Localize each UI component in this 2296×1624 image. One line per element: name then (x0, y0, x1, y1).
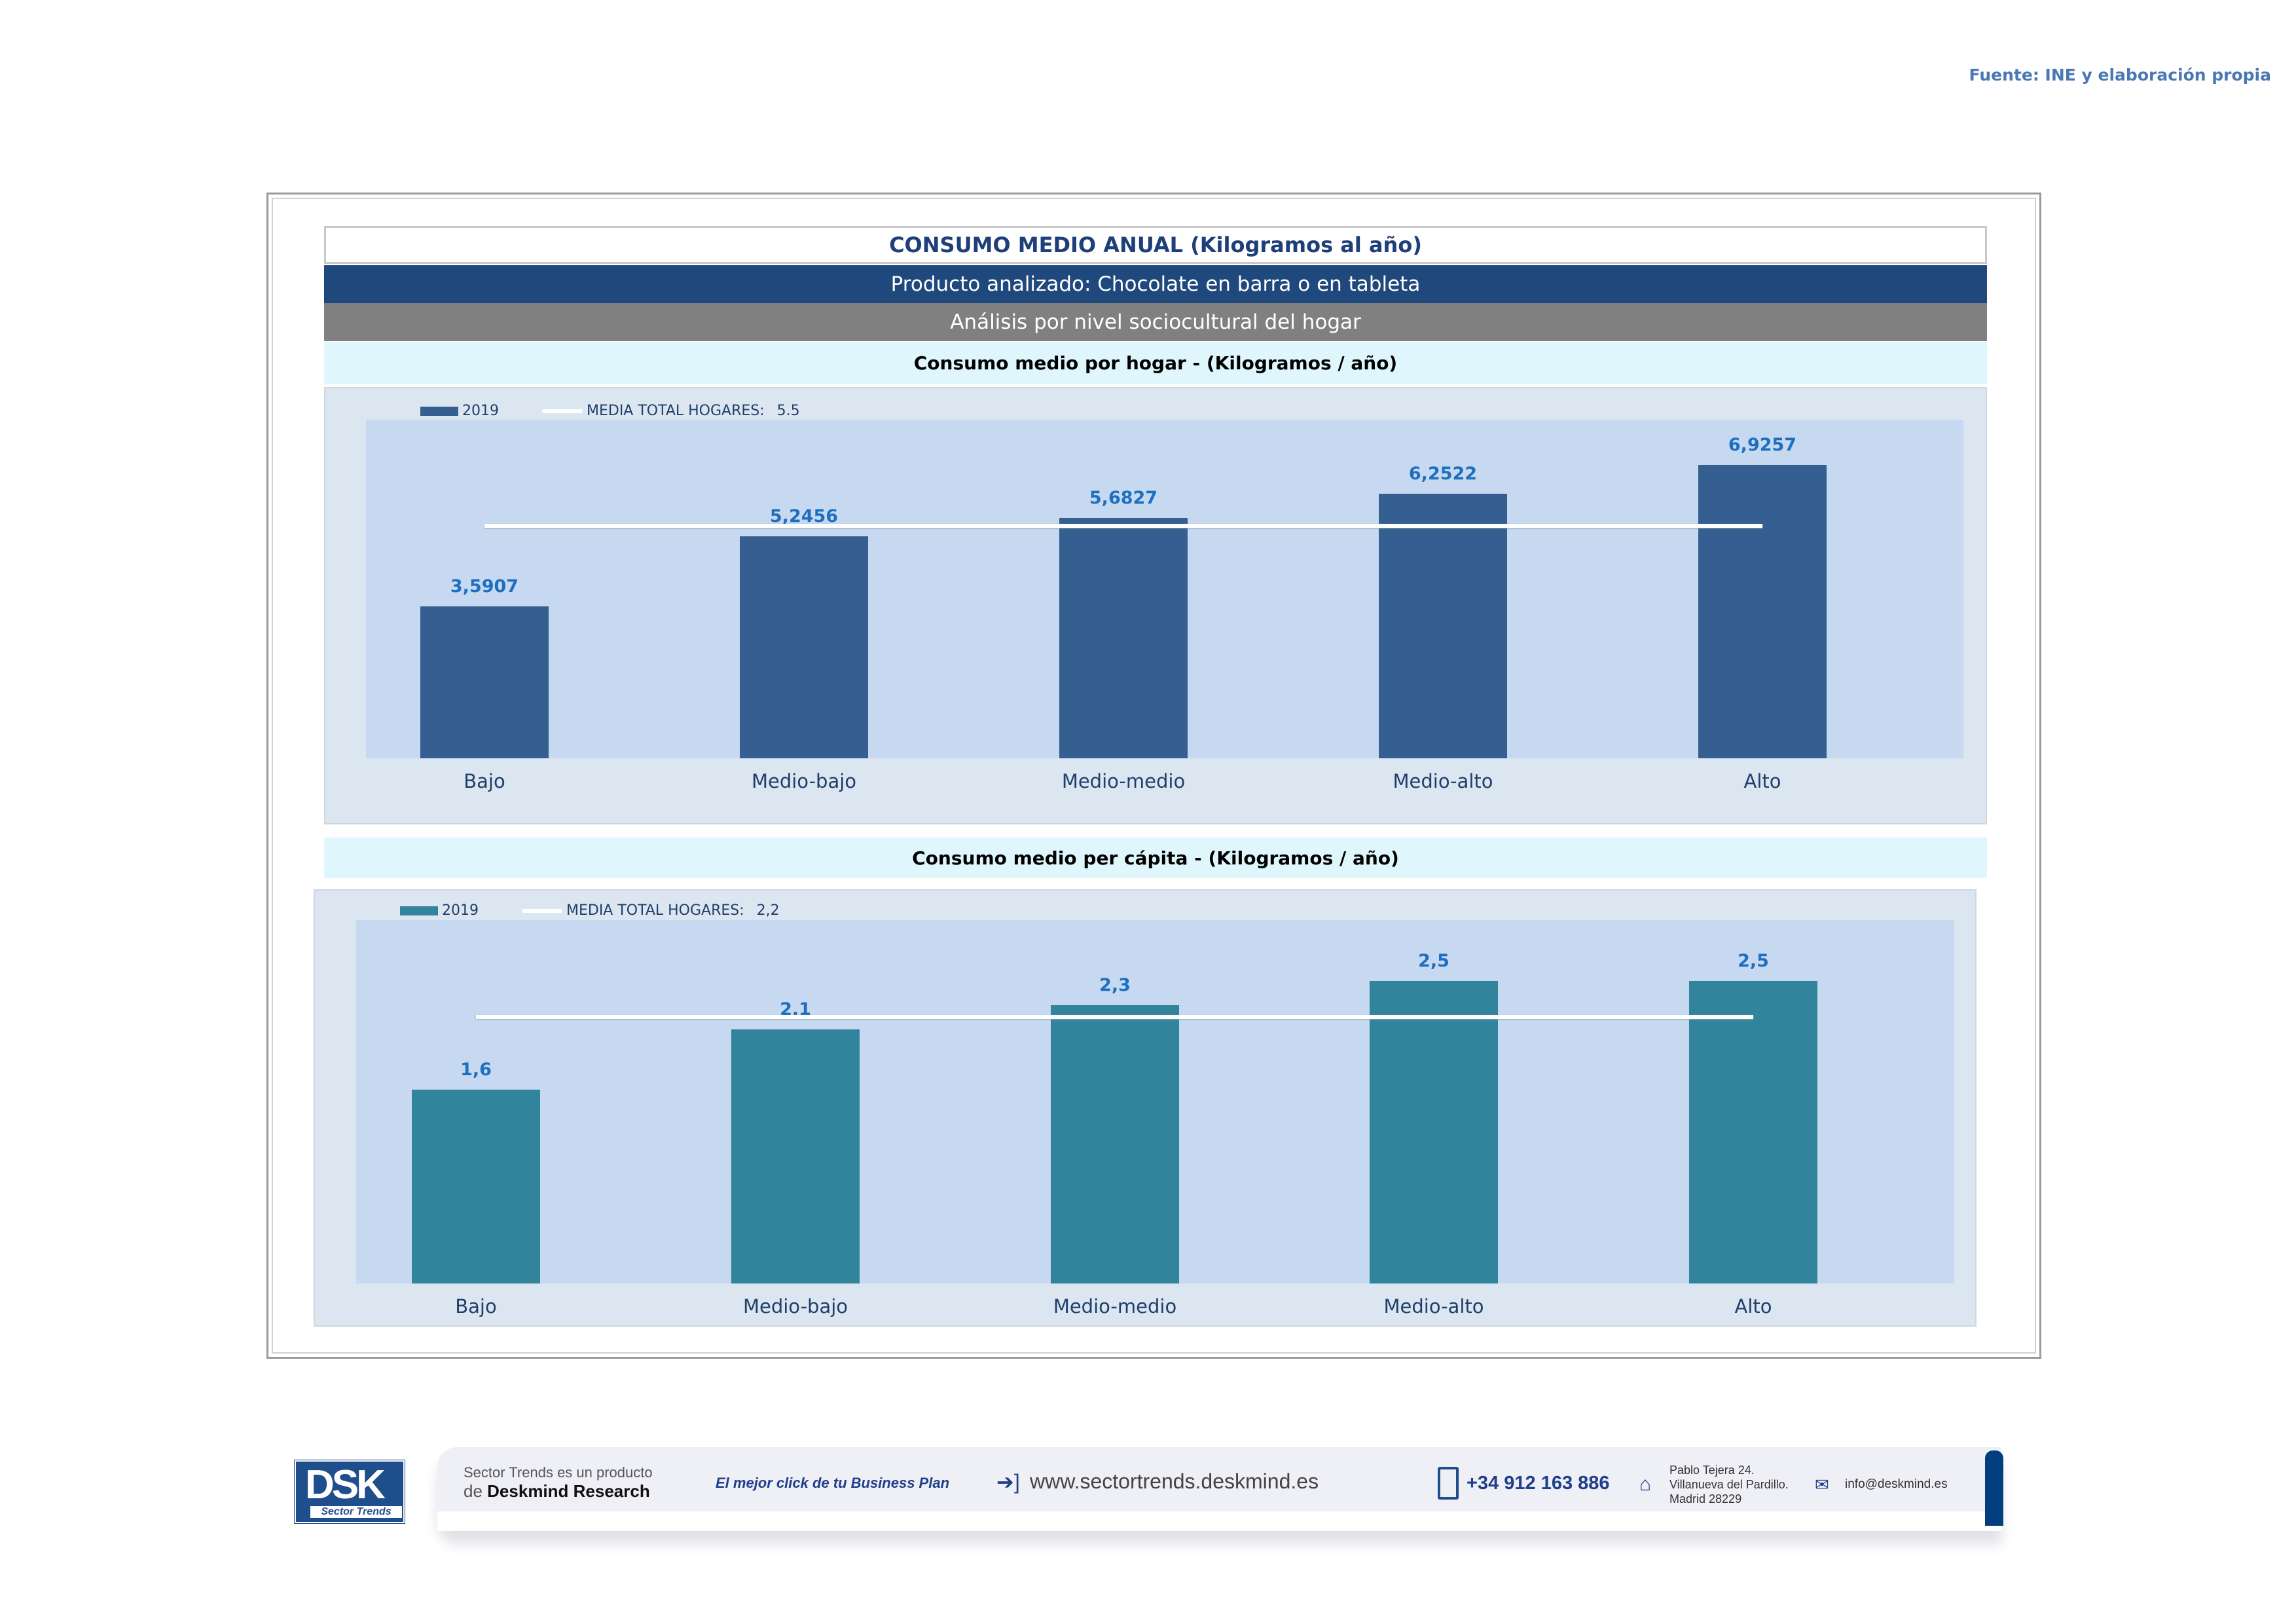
x-tick-label: Bajo (464, 770, 505, 792)
bar-medio-medio (1051, 1005, 1179, 1283)
x-tick-label: Medio-alto (1393, 770, 1493, 792)
x-tick-label: Medio-alto (1383, 1295, 1484, 1318)
dsk-logo: DSK Sector Trends (294, 1460, 405, 1524)
legend-mean: MEDIA TOTAL HOGARES: (566, 902, 744, 919)
x-tick-label: Alto (1743, 770, 1781, 792)
product-banner: Producto analizado: Chocolate en barra o… (324, 265, 1987, 303)
legend-swatch (400, 906, 438, 915)
legend-mean: MEDIA TOTAL HOGARES: (587, 403, 765, 419)
chart1-panel: 2019 MEDIA TOTAL HOGARES: 5.5 3,5907 Bajo 5,… (324, 387, 1987, 824)
x-tick-label: Alto (1734, 1295, 1772, 1318)
address-line3: Madrid 28229 (1669, 1492, 1742, 1505)
legend-series: 2019 (462, 403, 499, 419)
report-frame (266, 193, 2041, 1359)
legend-mean-value: 2,2 (756, 902, 780, 919)
footer-slogan: El mejor click de tu Business Plan (716, 1475, 950, 1491)
footer-address: Pablo Tejera 24. Villanueva del Pardillo.… (1669, 1463, 1789, 1506)
mail-icon: ✉ (1815, 1475, 1829, 1494)
mean-line (484, 523, 1762, 528)
x-tick-label: Bajo (455, 1295, 497, 1318)
bar-medio-alto (1370, 980, 1498, 1283)
footer-phone: +34 912 163 886 (1467, 1473, 1610, 1494)
data-label: 5,2456 (769, 506, 839, 526)
bar-bajo (420, 606, 549, 758)
footer-brand: Deskmind Research (487, 1481, 650, 1501)
footer-line1: Sector Trends es un producto (464, 1464, 653, 1481)
logo-text: DSK (305, 1462, 386, 1507)
legend-mean-value: 5.5 (776, 403, 800, 419)
data-label: 3,5907 (450, 576, 519, 597)
bar-medio-alto (1379, 493, 1507, 758)
web-link-icon: ➔] (996, 1470, 1020, 1494)
bar-bajo (412, 1090, 540, 1283)
x-tick-label: Medio-medio (1053, 1295, 1177, 1318)
phone-icon (1438, 1467, 1459, 1500)
data-label: 6,2522 (1408, 463, 1478, 484)
mean-line (476, 1015, 1753, 1019)
legend-swatch (420, 406, 458, 416)
data-label: 2,3 (1099, 974, 1131, 995)
data-label: 1,6 (460, 1060, 492, 1080)
x-tick-label: Medio-bajo (742, 1295, 848, 1318)
bar-medio-bajo (731, 1029, 860, 1283)
chart1-title: Consumo medio por hogar - (Kilogramos / … (324, 342, 1987, 384)
legend-mean-line (522, 908, 562, 913)
footer-line2: de Deskmind Research (464, 1481, 650, 1502)
legend-mean-line (542, 409, 583, 413)
footer-web[interactable]: www.sectortrends.deskmind.es (1030, 1469, 1319, 1493)
bar-alto (1698, 465, 1827, 758)
address-line1: Pablo Tejera 24. (1669, 1464, 1755, 1477)
home-icon: ⌂ (1639, 1473, 1652, 1495)
data-label: 6,9257 (1728, 435, 1797, 456)
data-label: 2,5 (1738, 950, 1769, 971)
bar-alto (1689, 980, 1817, 1283)
x-tick-label: Medio-medio (1061, 770, 1186, 792)
bar-medio-medio (1059, 517, 1188, 758)
legend: 2019 MEDIA TOTAL HOGARES: 5.5 (420, 403, 800, 419)
analysis-banner: Análisis por nivel sociocultural del hog… (324, 303, 1987, 341)
legend: 2019 MEDIA TOTAL HOGARES: 2,2 (400, 902, 780, 919)
footer-de: de (464, 1481, 488, 1501)
banner-edge (1985, 1450, 2003, 1526)
logo-subtitle: Sector Trends (310, 1506, 402, 1518)
legend-series: 2019 (442, 902, 479, 919)
data-label: 5,6827 (1089, 487, 1158, 508)
x-tick-label: Medio-bajo (751, 770, 857, 792)
data-label: 2,5 (1418, 950, 1449, 971)
chart2-title: Consumo medio per cápita - (Kilogramos /… (324, 838, 1987, 878)
footer-email[interactable]: info@deskmind.es (1845, 1477, 1948, 1491)
address-line2: Villanueva del Pardillo. (1669, 1478, 1789, 1491)
chart2-panel: 2019 MEDIA TOTAL HOGARES: 2,2 1,6 Bajo 2,1 Me… (314, 889, 1977, 1327)
source-note: Fuente: INE y elaboración propia (1969, 65, 2271, 84)
bar-medio-bajo (740, 536, 868, 758)
report-title: CONSUMO MEDIO ANUAL (Kilogramos al año) (324, 226, 1987, 264)
footer-banner (437, 1447, 2001, 1531)
